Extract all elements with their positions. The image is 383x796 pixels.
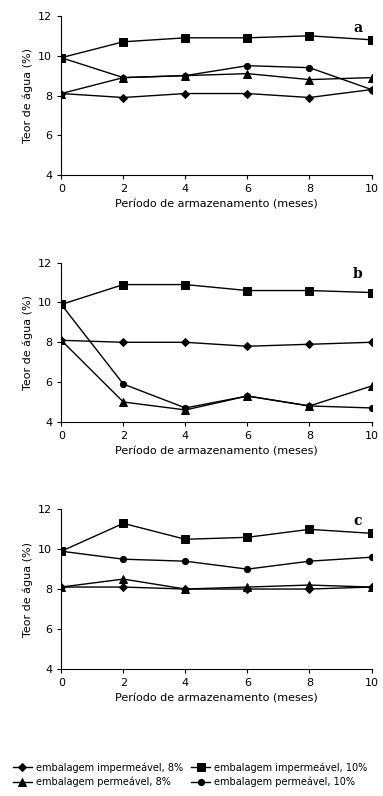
Text: b: b bbox=[352, 267, 362, 282]
Legend: embalagem impermeável, 8%, embalagem permeável, 8%, embalagem impermeável, 10%, : embalagem impermeável, 8%, embalagem per… bbox=[9, 759, 371, 791]
X-axis label: Período de armazenamento (meses): Período de armazenamento (meses) bbox=[115, 447, 318, 456]
X-axis label: Período de armazenamento (meses): Período de armazenamento (meses) bbox=[115, 693, 318, 703]
Y-axis label: Teor de água (%): Teor de água (%) bbox=[22, 295, 33, 390]
Y-axis label: Teor de água (%): Teor de água (%) bbox=[22, 48, 33, 143]
Text: c: c bbox=[354, 514, 362, 529]
X-axis label: Período de armazenamento (meses): Período de armazenamento (meses) bbox=[115, 200, 318, 209]
Text: a: a bbox=[353, 21, 362, 35]
Y-axis label: Teor de água (%): Teor de água (%) bbox=[22, 541, 33, 637]
